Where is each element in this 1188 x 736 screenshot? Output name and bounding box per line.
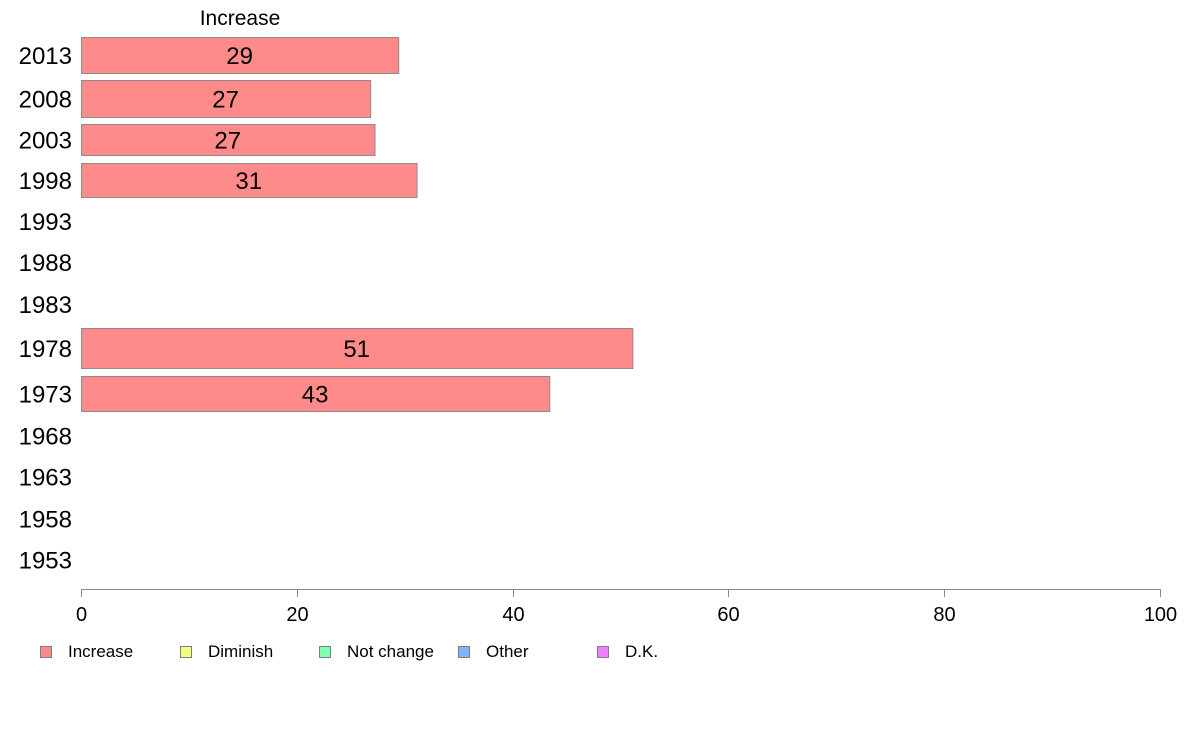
y-tick-label-1993: 1993 [19,209,72,236]
y-tick-label-1988: 1988 [19,250,72,277]
x-tick-label-100: 100 [1144,604,1177,626]
y-tick-label-2003: 2003 [19,128,72,155]
y-tick-label-2008: 2008 [19,87,72,114]
legend-label: Diminish [208,642,274,661]
legend-label: Other [486,642,529,661]
y-tick-label-1978: 1978 [19,336,72,363]
x-axis: 0 20 40 60 80 100 [76,589,1177,626]
y-tick-label-1963: 1963 [19,465,72,492]
legend-swatch [180,646,192,658]
x-tick-label-0: 0 [76,604,87,626]
bar-value-label-1978: 51 [343,336,370,363]
y-tick-label-1998: 1998 [19,168,72,195]
y-tick-label-1973: 1973 [19,382,72,409]
legend-label: Increase [68,642,134,661]
x-tick-label-20: 20 [286,604,308,626]
bar-2003 [81,124,376,156]
legend-swatch [458,646,470,658]
x-tick-label-80: 80 [933,604,955,626]
legend-label: Not change [347,642,434,661]
y-axis-labels: 2013 2008 2003 1998 1993 1988 1983 1978 1973 1968… [19,43,72,575]
legend-item-other: Other [458,642,597,662]
legend-item-diminish: Diminish [180,642,319,662]
legend-swatch [40,646,52,658]
x-tick-label-60: 60 [717,604,739,626]
legend-item-not-change: Not change [319,642,458,662]
y-tick-label-2013: 2013 [19,43,72,70]
y-tick-label-1983: 1983 [19,292,72,319]
bar-2008 [81,80,372,118]
y-tick-label-1968: 1968 [19,424,72,451]
bar-1973 [81,376,551,412]
bar-value-label-1973: 43 [302,382,329,409]
legend-swatch [597,646,609,658]
bar-2013 [81,37,400,74]
y-tick-label-1953: 1953 [19,548,72,575]
bar-1978 [81,328,634,369]
bar-value-label-2003: 27 [214,128,241,155]
legend-swatch [319,646,331,658]
x-tick-label-40: 40 [502,604,524,626]
legend: Increase Diminish Not change Other D.K. [40,641,677,663]
bar-value-label-2008: 27 [212,87,239,114]
bars-group: 29 27 27 31 51 43 [81,37,634,412]
legend-item-d-k: D.K. [597,642,677,662]
y-tick-label-1958: 1958 [19,507,72,534]
panel-title: Increase [200,7,281,30]
bar-1998 [81,163,418,198]
legend-item-increase: Increase [40,642,180,662]
legend-label: D.K. [625,642,659,661]
bar-value-label-1998: 31 [235,168,262,195]
bar-value-label-2013: 29 [226,43,253,70]
